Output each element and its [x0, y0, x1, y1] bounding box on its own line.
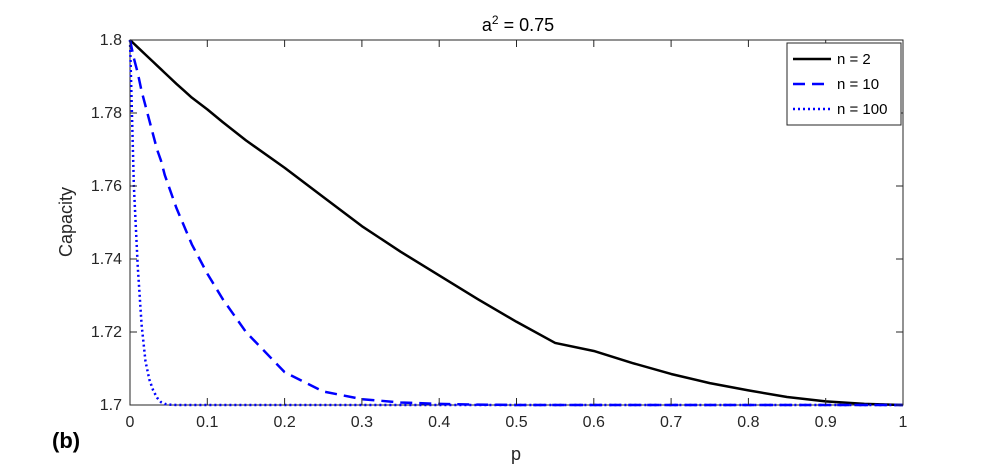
legend-label-1: n = 2 — [837, 51, 871, 68]
x-tick-label: 0.3 — [351, 414, 373, 431]
y-axis-label: Capacity — [56, 187, 76, 257]
legend: n = 2 n = 10 n = 100 — [786, 42, 902, 126]
x-tick-label: 0.9 — [815, 414, 837, 431]
x-tick-label: 0.1 — [196, 414, 218, 431]
x-tick-label: 0.2 — [273, 414, 295, 431]
legend-items: n = 2 n = 10 n = 100 — [793, 51, 887, 118]
ticks-layer: 0 0.1 0.2 0.3 0.4 0.5 0.6 0.7 0.8 0.9 1 1.7 1.72 1.74… — [91, 32, 908, 431]
panel-label: (b) — [52, 428, 80, 453]
plot-area: 0 0.1 0.2 0.3 0.4 0.5 0.6 0.7 0.8 0.9 1 1.7 1.72 1.74… — [91, 32, 908, 431]
y-tick-label: 1.74 — [91, 251, 122, 268]
series-line-3 — [128, 39, 903, 407]
x-tick-label: 1 — [899, 414, 908, 431]
legend-box — [786, 42, 902, 126]
x-tick-label: 0.7 — [660, 414, 682, 431]
x-tick-label: 0 — [126, 414, 135, 431]
x-axis-label: p — [511, 444, 521, 464]
series-layer — [128, 39, 904, 407]
x-tick-label: 0.6 — [583, 414, 605, 431]
y-tick-label: 1.8 — [100, 32, 122, 49]
x-tick-label: 0.8 — [737, 414, 759, 431]
series-line-1 — [129, 39, 904, 407]
y-tick-label: 1.7 — [100, 397, 122, 414]
legend-label-3: n = 100 — [837, 101, 887, 118]
y-tick-label: 1.76 — [91, 178, 122, 195]
legend-label-2: n = 10 — [837, 76, 879, 93]
x-tick-label: 0.4 — [428, 414, 450, 431]
y-tick-label: 1.78 — [91, 105, 122, 122]
chart-title: a2 = 0.75 — [482, 13, 554, 35]
y-tick-label: 1.72 — [91, 324, 122, 341]
x-tick-label: 0.5 — [505, 414, 527, 431]
